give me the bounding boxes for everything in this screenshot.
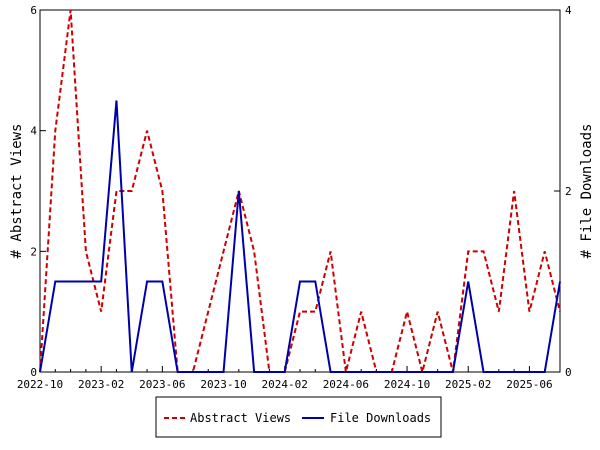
- legend-box: [155, 396, 442, 438]
- y-axis-left: 0 2 4 6: [30, 4, 46, 379]
- x-tick-label: 2024-06: [323, 378, 369, 391]
- y-right-tick-label: 4: [565, 4, 572, 17]
- y-left-tick-label: 2: [30, 245, 37, 258]
- y-axis-title-right: # File Downloads: [579, 124, 595, 259]
- legend-label-file-downloads: File Downloads: [330, 411, 431, 425]
- legend-label-abstract-views: Abstract Views: [190, 411, 291, 425]
- y-right-tick-label: 2: [565, 185, 572, 198]
- x-tick-label: 2025-06: [506, 378, 552, 391]
- x-tick-label: 2023-10: [200, 378, 246, 391]
- y-left-tick-label: 6: [30, 4, 37, 17]
- legend: Abstract Views File Downloads: [155, 396, 442, 438]
- y-right-tick-label: 0: [565, 366, 572, 379]
- y-left-tick-label: 0: [30, 366, 37, 379]
- y-axis-right: 0 2 4: [554, 4, 572, 379]
- y-left-tick-label: 4: [30, 125, 37, 138]
- x-tick-label: 2023-02: [78, 378, 124, 391]
- plot-area: [39, 9, 561, 373]
- y-axis-title-left: # Abstract Views: [9, 124, 25, 259]
- x-tick-label: 2024-02: [262, 378, 308, 391]
- x-tick-label: 2024-10: [384, 378, 430, 391]
- x-axis: 2022-10 2023-02 2023-06 2023-10 2024-02 2024-…: [17, 366, 561, 391]
- x-tick-label: 2023-06: [139, 378, 185, 391]
- x-tick-label: 2025-02: [445, 378, 491, 391]
- series-line-abstract-views: [39, 9, 561, 373]
- x-tick-label: 2022-10: [17, 378, 63, 391]
- series-layer: [39, 9, 561, 373]
- series-line-file-downloads: [39, 100, 561, 373]
